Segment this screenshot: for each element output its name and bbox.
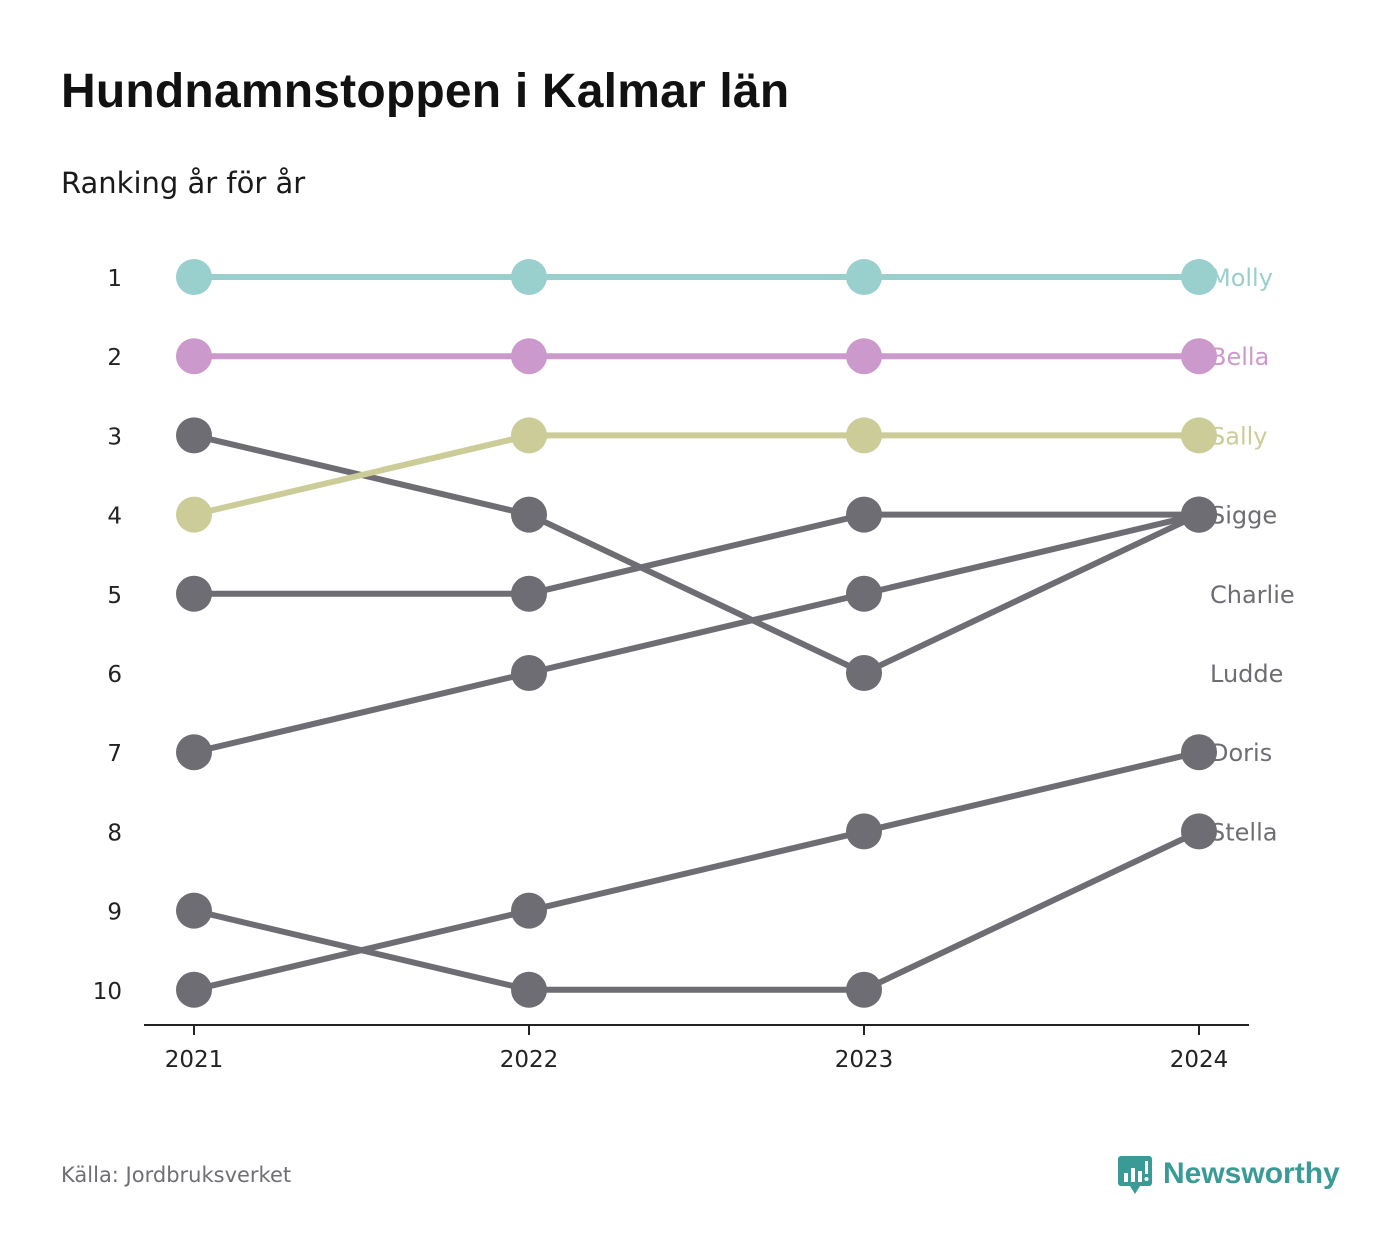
point-sally-2022 [511, 417, 547, 454]
point-molly-2022 [511, 259, 547, 295]
chart-title: Hundnamnstoppen i Kalmar län [61, 65, 790, 118]
x-tick-label: 2023 [835, 1047, 894, 1073]
x-tick-label: 2024 [1170, 1047, 1229, 1073]
series-lines [191, 274, 1202, 993]
end-label-sigge: Sigge [1210, 502, 1277, 530]
brand-logo[interactable]: Newsworthy [1117, 1153, 1340, 1195]
end-label-stella: Stella [1210, 818, 1277, 846]
y-tick-label: 7 [107, 741, 122, 767]
x-axis: 2021 2022 2023 2024 [144, 1024, 1249, 1073]
point-sigge-2022 [511, 575, 547, 612]
point-bella-2024 [1181, 338, 1217, 375]
y-tick-label: 5 [107, 583, 122, 609]
series-line-sally [191, 432, 1202, 518]
point-molly-2023 [846, 259, 882, 295]
series-points [176, 259, 1217, 1008]
y-tick-label: 1 [107, 266, 122, 292]
end-label-bella: Bella [1210, 343, 1269, 371]
point-doris-2023 [846, 813, 882, 850]
end-label-doris: Doris [1210, 739, 1272, 767]
point-sigge-2021 [176, 575, 212, 612]
y-tick-label: 6 [107, 662, 122, 688]
y-tick-label: 9 [107, 900, 122, 926]
point-charlie-2022 [511, 655, 547, 691]
newsworthy-chart-bubble-icon [1118, 1156, 1152, 1194]
y-tick-label: 3 [107, 424, 122, 450]
end-label-molly: Molly [1210, 264, 1273, 292]
end-label-charlie: Charlie [1210, 581, 1295, 609]
point-stella-2024 [1181, 813, 1217, 850]
point-sigge-2023 [846, 496, 882, 533]
source-note: Källa: Jordbruksverket [61, 1163, 292, 1187]
point-sally-2024 [1181, 417, 1217, 454]
point-bella-2023 [846, 338, 882, 375]
point-stella-2022 [511, 971, 547, 1008]
y-tick-label: 2 [107, 345, 122, 371]
brand-name: Newsworthy [1163, 1157, 1340, 1190]
point-stella-2023 [846, 971, 882, 1008]
y-axis-ticks: 1 2 3 4 5 6 7 8 9 10 [93, 266, 122, 1005]
point-doris-2022 [511, 892, 547, 929]
point-ludde-2024 [1181, 496, 1217, 533]
end-label-ludde: Ludde [1210, 660, 1283, 688]
point-charlie-2023 [846, 575, 882, 612]
point-sally-2023 [846, 417, 882, 454]
chart-subtitle: Ranking år för år [61, 166, 306, 200]
y-tick-label: 10 [93, 979, 122, 1005]
point-charlie-2021 [176, 734, 212, 771]
end-label-sally: Sally [1210, 422, 1267, 450]
point-bella-2021 [176, 338, 212, 375]
point-ludde-2022 [511, 496, 547, 533]
point-molly-2021 [176, 259, 212, 295]
series-line-charlie [191, 511, 1202, 756]
point-doris-2024 [1181, 734, 1217, 771]
series-line-stella [191, 828, 1202, 993]
series-line-doris [191, 749, 1202, 993]
point-stella-2021 [176, 892, 212, 929]
point-ludde-2023 [846, 655, 882, 691]
point-doris-2021 [176, 971, 212, 1008]
point-bella-2022 [511, 338, 547, 375]
x-tick-label: 2021 [165, 1047, 224, 1073]
point-molly-2024 [1181, 259, 1217, 295]
series-line-sigge [191, 511, 1202, 597]
point-sally-2021 [176, 496, 212, 533]
end-labels: Molly Bella Sally Sigge Charlie Ludde Doris Ste… [1210, 264, 1295, 846]
x-tick-label: 2022 [500, 1047, 559, 1073]
y-tick-label: 4 [107, 504, 122, 530]
y-tick-label: 8 [107, 820, 122, 846]
point-ludde-2021 [176, 417, 212, 454]
